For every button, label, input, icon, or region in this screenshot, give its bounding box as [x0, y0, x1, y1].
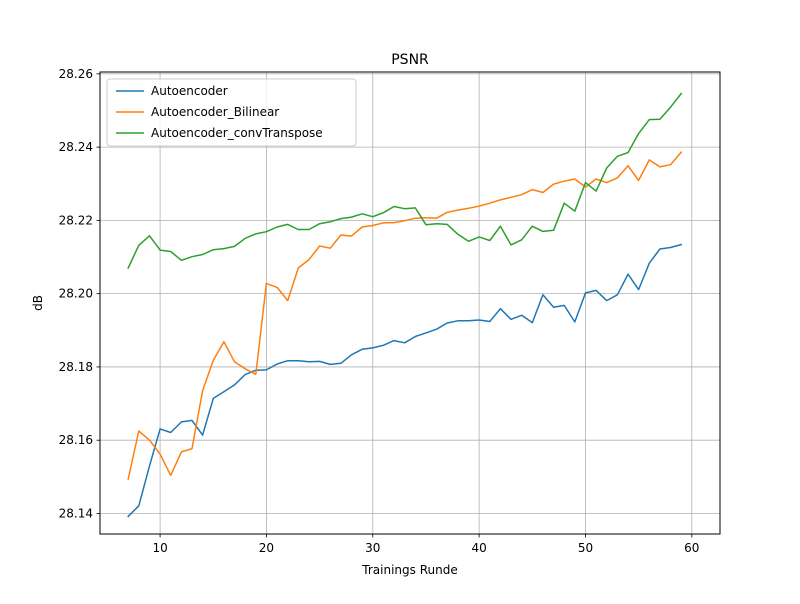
legend-label-autoencoder: Autoencoder	[151, 84, 228, 98]
y-tick-label: 28.18	[59, 360, 93, 374]
y-axis-label: dB	[31, 295, 45, 311]
y-tick-label: 28.14	[59, 506, 93, 520]
x-tick-label: 30	[365, 541, 380, 555]
y-tick-label: 28.26	[59, 67, 93, 81]
legend: Autoencoder Autoencoder_Bilinear Autoenc…	[106, 78, 357, 147]
series-lines	[127, 92, 683, 518]
x-tick-label: 20	[259, 541, 274, 555]
legend-label-autoencoder-convtranspose: Autoencoder_convTranspose	[151, 126, 323, 140]
chart-title: PSNR	[391, 52, 429, 68]
x-tick-label: 10	[152, 541, 167, 555]
y-tick-label: 28.22	[59, 213, 93, 227]
series-line-autoencoder	[127, 243, 683, 518]
y-tick-label: 28.20	[59, 287, 93, 301]
plot-frame	[99, 71, 721, 535]
legend-label-autoencoder-bilinear: Autoencoder_Bilinear	[151, 105, 279, 119]
y-tick-label: 28.24	[59, 140, 93, 154]
y-tick-label: 28.16	[59, 433, 93, 447]
x-tick-label: 60	[684, 541, 699, 555]
grid	[100, 72, 720, 534]
legend-box	[106, 78, 357, 147]
series-line-autoencoder-bilinear	[127, 151, 683, 480]
x-axis-label: Trainings Runde	[361, 563, 457, 577]
x-tick-label: 40	[471, 541, 486, 555]
x-tick-label: 50	[578, 541, 593, 555]
series-line-autoencoder-convtranspose	[127, 92, 683, 269]
axis-ticks: 10 20 30 40 50 60 28.14 28.16 28.18 28.20 28.22 28.…	[59, 67, 700, 555]
